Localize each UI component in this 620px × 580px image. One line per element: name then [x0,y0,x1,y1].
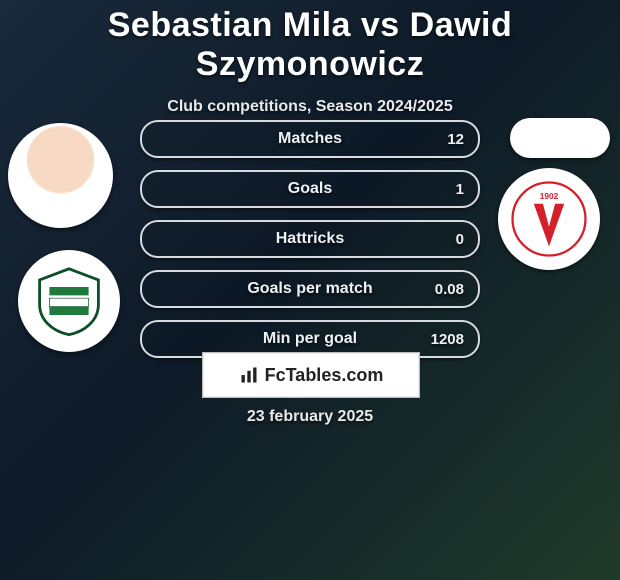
stat-value: 1 [456,181,464,198]
stat-row-hattricks: Hattricks 0 [140,220,480,258]
team-left-badge [18,250,120,352]
stat-row-goals: Goals 1 [140,170,480,208]
player-left-avatar [8,123,113,228]
page-subtitle: Club competitions, Season 2024/2025 [0,98,620,116]
badge-year: 1902 [540,191,559,201]
stat-value: 0.08 [435,281,464,298]
stat-row-goals-per-match: Goals per match 0.08 [140,270,480,308]
stats-list: Matches 12 Goals 1 Hattricks 0 Goals per… [140,120,480,370]
brand-link[interactable]: FcTables.com [202,352,420,398]
stat-label: Min per goal [263,330,357,348]
bar-chart-icon [239,365,259,385]
player-right-avatar [510,118,610,158]
page-title: Sebastian Mila vs Dawid Szymonowicz [0,0,620,84]
brand-label: FcTables.com [265,365,384,386]
stat-label: Hattricks [276,230,344,248]
comparison-card: Sebastian Mila vs Dawid Szymonowicz Club… [0,0,620,580]
stat-row-matches: Matches 12 [140,120,480,158]
stat-label: Goals [288,180,332,198]
team-right-badge: 1902 [498,168,600,270]
date-label: 23 february 2025 [0,408,620,426]
stat-value: 1208 [431,331,464,348]
stat-label: Goals per match [247,280,372,298]
shield-icon [34,266,104,336]
club-badge-icon: 1902 [511,181,587,257]
stat-label: Matches [278,130,342,148]
stat-value: 0 [456,231,464,248]
stat-value: 12 [447,131,464,148]
